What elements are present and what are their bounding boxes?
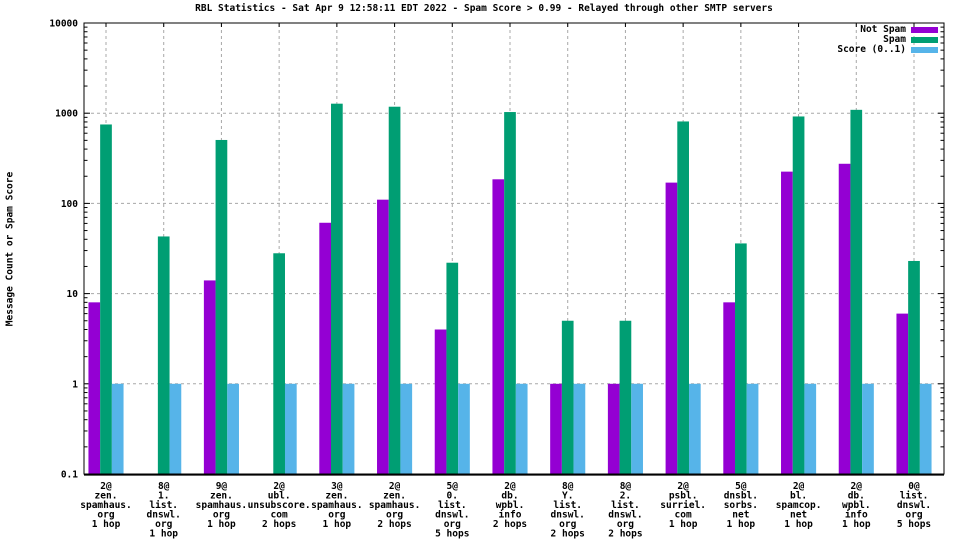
x-tick-label: 2@ ubl. unsubscore. com 2 hops [248, 481, 311, 530]
bar-score [342, 383, 355, 474]
bar-spam [215, 139, 228, 474]
bar-notspam [203, 280, 216, 474]
x-tick-label: 8@ Y. list. dnswl. org 2 hops [551, 481, 585, 540]
bar-score [631, 383, 643, 474]
bar-score [227, 383, 239, 474]
bar-score [515, 383, 528, 474]
legend-row-score: Score (0..1) [837, 44, 938, 55]
bar-spam [100, 124, 112, 474]
legend-row-spam: Spam [837, 34, 938, 45]
legend-row-notspam: Not Spam [837, 24, 938, 35]
chart-title: RBL Statistics - Sat Apr 9 12:58:11 EDT … [195, 3, 773, 14]
bar-spam [792, 116, 805, 474]
legend-label-score: Score (0..1) [837, 44, 906, 55]
bar-spam [850, 109, 863, 474]
bar-notspam [607, 383, 620, 474]
y-tick-label: 1 [72, 379, 78, 390]
bar-spam [735, 243, 747, 474]
y-tick-label: 1000 [55, 109, 78, 120]
x-tick-label: 0@ list. dnswl. org 5 hops [897, 481, 931, 530]
bar-notspam [550, 383, 562, 474]
bar-notspam [492, 179, 505, 474]
bar-score [573, 383, 586, 474]
bar-score [688, 383, 701, 474]
legend: Not Spam Spam Score (0..1) [837, 24, 938, 55]
bar-score [862, 383, 874, 474]
bar-spam [504, 112, 516, 474]
bar-spam [157, 236, 170, 474]
legend-swatch-notspam-icon [911, 27, 938, 33]
x-tick-label: 2@ db. wpbl. info 2 hops [493, 481, 527, 530]
x-tick-label: 2@ bl. spamcop. net 1 hop [776, 481, 822, 530]
x-tick-label: 5@ dnsbl. sorbs. net 1 hop [724, 481, 758, 530]
bar-spam [908, 260, 920, 474]
bar-spam [561, 320, 574, 474]
x-tick-label: 3@ zen. spamhaus. org 1 hop [311, 481, 362, 530]
bar-notspam [434, 329, 447, 474]
bar-notspam [377, 199, 389, 474]
legend-swatch-score-icon [911, 47, 938, 53]
bar-score [169, 383, 182, 474]
bar-score [458, 383, 470, 474]
bar-spam [273, 253, 285, 474]
bar-score [804, 383, 817, 474]
x-tick-label: 2@ psbl. surriel. com 1 hop [660, 481, 706, 530]
bar-spam [619, 320, 632, 474]
bar-notspam [88, 302, 101, 474]
y-tick-label: 100 [61, 199, 78, 210]
x-tick-label: 2@ zen. spamhaus. org 1 hop [80, 481, 131, 530]
x-tick-label: 8@ 2. list. dnswl. org 2 hops [608, 481, 642, 540]
legend-label-spam: Spam [883, 34, 906, 45]
x-tick-label: 2@ zen. spamhaus. org 2 hops [369, 481, 420, 530]
bar-spam [446, 262, 459, 474]
bar-spam [677, 121, 689, 474]
bar-score [111, 383, 124, 474]
x-tick-label: 8@ 1. list. dnswl. org 1 hop [147, 481, 181, 540]
x-tick-label: 9@ zen. spamhaus. org 1 hop [196, 481, 247, 530]
bar-score [919, 383, 932, 474]
legend-label-notspam: Not Spam [860, 24, 906, 35]
bar-notspam [723, 302, 736, 474]
y-tick-label: 10 [67, 289, 79, 300]
bar-spam [331, 103, 343, 474]
legend-swatch-spam-icon [911, 37, 938, 43]
x-tick-label: 5@ 0. list. dnswl. org 5 hops [435, 481, 469, 540]
bar-notspam [838, 163, 851, 474]
bar-score [284, 383, 297, 474]
bar-notspam [665, 182, 678, 474]
bar-score [400, 383, 413, 474]
bar-score [746, 383, 759, 474]
y-tick-label: 10000 [49, 19, 78, 30]
bar-notspam [319, 222, 332, 474]
bar-notspam [896, 313, 909, 474]
bar-spam [388, 106, 401, 474]
y-tick-label: 0.1 [61, 470, 78, 481]
x-tick-label: 2@ db. wpbl. info 1 hop [842, 481, 871, 530]
bar-notspam [781, 171, 793, 475]
